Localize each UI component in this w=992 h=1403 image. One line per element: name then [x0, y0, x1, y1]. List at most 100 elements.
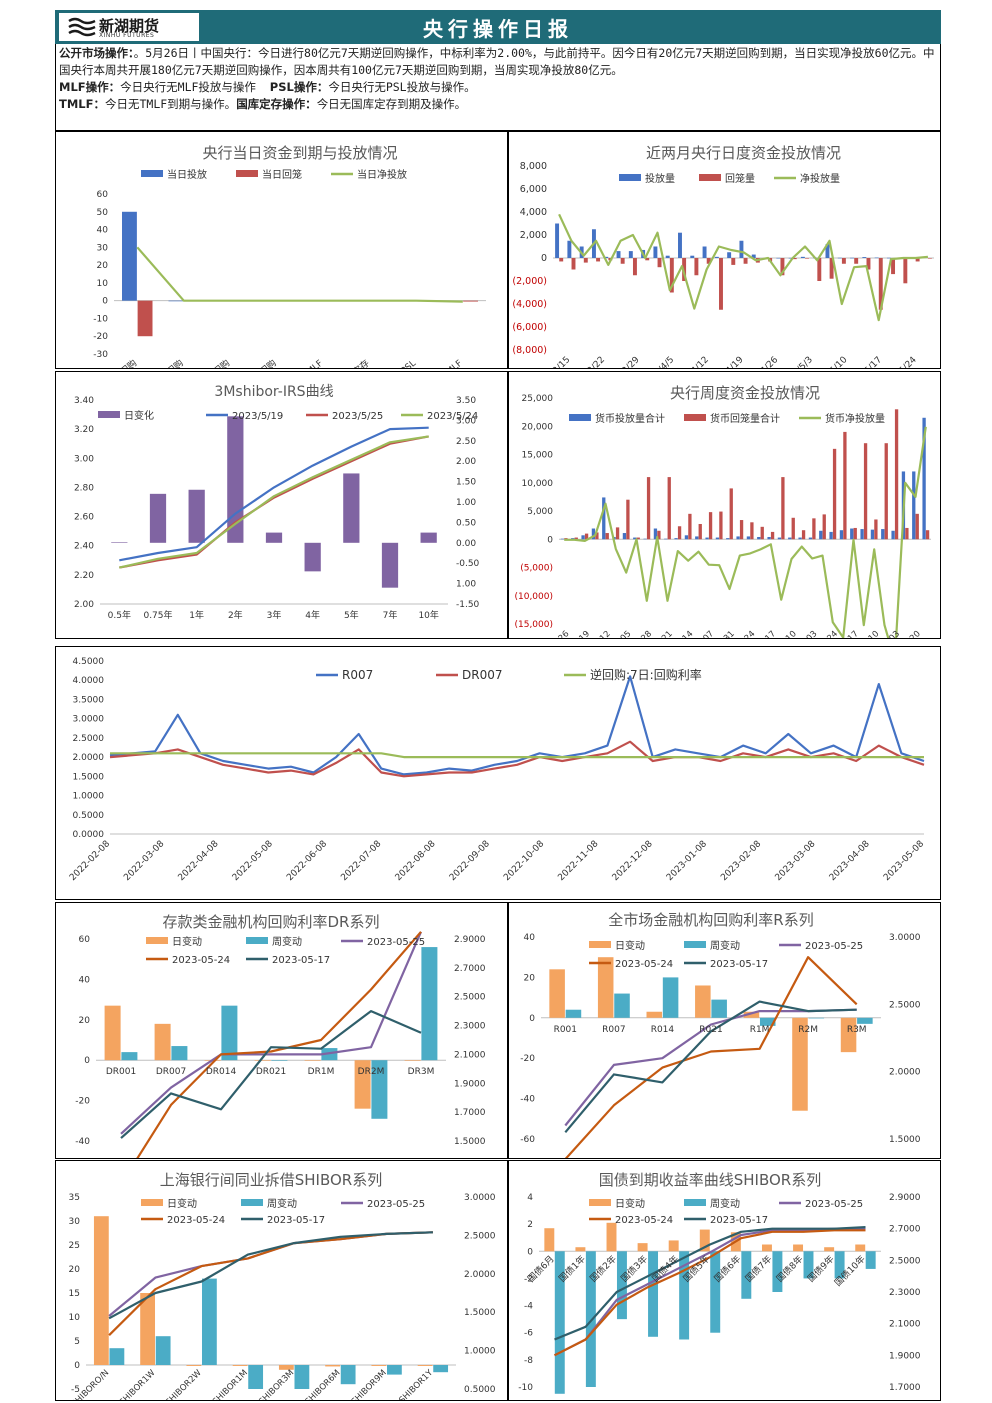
bar-series	[665, 255, 670, 258]
legend-label: 投放量	[645, 172, 675, 185]
x-tick-label: DR1M	[308, 1067, 335, 1077]
bar-series	[776, 257, 781, 259]
legend-label: 2023-05-25	[805, 941, 863, 952]
legend-label: 2023/5/25	[332, 411, 383, 422]
bar-series	[637, 1243, 648, 1252]
bar-series	[798, 537, 802, 540]
y-tick-label: 60	[79, 935, 91, 945]
bar-series	[188, 489, 205, 543]
bar-series	[585, 1251, 596, 1387]
y2-tick-label: 0.50	[456, 518, 476, 528]
bar-series	[855, 1244, 866, 1252]
y-tick-label: -10	[93, 314, 108, 324]
bar-series	[925, 530, 930, 540]
bar-series	[571, 538, 575, 540]
bar-series	[109, 1348, 125, 1365]
y2-tick-label: 2.3000	[889, 1288, 921, 1298]
bar-series	[793, 1244, 804, 1252]
x-tick-label: 5年	[344, 609, 359, 621]
y-tick-label: 0	[529, 1014, 535, 1024]
y-tick-label: 4.0000	[73, 676, 105, 686]
x-tick-label: DR007	[156, 1067, 186, 1077]
bar-series	[819, 530, 823, 540]
bar-series	[111, 542, 128, 543]
y-tick-label: 0.5000	[73, 811, 105, 821]
line-2023-5-19	[119, 426, 429, 562]
x-tick-label: 2023/5/3	[779, 355, 815, 368]
y2-tick-label: 3.50	[456, 396, 476, 406]
y-tick-label: 0	[84, 1056, 90, 1066]
y-tick-label: (8,000)	[512, 345, 547, 356]
mlf-text: 今日央行无MLF投放与操作	[120, 80, 256, 94]
bar-series	[710, 1251, 721, 1333]
bar-series	[168, 300, 184, 302]
legend-label: 货币回笼量合计	[710, 412, 780, 425]
bar-series	[221, 1005, 238, 1061]
bar-series	[121, 1052, 138, 1061]
y-tick-label: 3.20	[74, 425, 94, 435]
x-tick-label: R3M	[847, 1025, 867, 1035]
legend-label: 2023-05-24	[167, 1215, 225, 1226]
x-tick-label: 国库定存	[336, 357, 371, 368]
bar-series	[922, 417, 926, 540]
line-2023-05-17	[564, 1000, 857, 1134]
line-2023-05-17	[554, 1226, 866, 1341]
legend-swatch	[141, 170, 163, 177]
y-tick-label: 15	[69, 1289, 80, 1299]
y2-tick-label: 2.3000	[454, 1022, 486, 1032]
x-tick-label: TMLF	[440, 359, 465, 368]
legend-swatch	[569, 414, 591, 421]
bar-series	[801, 530, 806, 540]
x-tick-label: 2022-08-08	[394, 839, 438, 883]
bar-series	[574, 537, 578, 540]
legend-label: 当日投放	[167, 168, 207, 181]
bar-series	[615, 527, 620, 540]
bar-series	[354, 1060, 371, 1109]
legend-swatch	[589, 941, 611, 948]
bar-series	[657, 530, 661, 540]
y-tick-label: 5,000	[527, 507, 553, 517]
bar-series	[706, 258, 711, 264]
chart-title: 国债到期收益率曲线SHIBOR系列	[599, 1171, 821, 1189]
y-tick-label: -40	[75, 1137, 90, 1147]
y2-tick-label: -0.50	[456, 559, 480, 569]
bar-series	[386, 1365, 402, 1375]
bar-series	[822, 514, 826, 540]
y-tick-label: 2	[527, 1220, 533, 1230]
bar-series	[149, 493, 167, 543]
x-tick-label: 7年	[383, 609, 398, 621]
y2-tick-label: 2.5000	[454, 993, 486, 1003]
x-tick-label: 2022-10-08	[502, 839, 546, 883]
y-tick-label: 2.5000	[73, 734, 105, 744]
tmlf-text: 今日无TMLF到期与操作。	[104, 97, 237, 111]
y2-tick-label: 3.0000	[889, 933, 921, 943]
y2-tick-label: 2.9000	[454, 935, 486, 945]
bar-series	[669, 258, 674, 293]
bar-series	[699, 1229, 710, 1252]
line-2023-05-24	[564, 956, 858, 1158]
bar-series	[698, 523, 702, 540]
bar-series	[874, 257, 879, 259]
chart-two-month: 近两月央行日度资金投放情况 8,000 6,000 4,000 2,000 0 (2,000…	[512, 144, 934, 368]
bar-series	[633, 537, 637, 540]
x-tick-label: SHIBOR2W	[164, 1368, 204, 1400]
bar-series	[912, 471, 916, 540]
legend-swatch	[236, 170, 258, 177]
bar-series	[137, 300, 153, 337]
y2-tick-label: 1.00	[456, 580, 476, 590]
x-tick-label: R007	[602, 1025, 625, 1035]
y-tick-label: 10	[97, 279, 109, 289]
y2-tick-label: 2.0000	[464, 1270, 496, 1280]
y2-tick-label: 2.5000	[464, 1231, 496, 1241]
legend-label: 2023-05-17	[710, 1215, 768, 1226]
y-tick-label: 2.80	[74, 483, 94, 493]
bar-series	[780, 258, 785, 276]
bar-series	[750, 522, 754, 540]
bar-series	[581, 535, 585, 540]
line-series	[136, 246, 463, 303]
legend-label: 2023-05-17	[710, 959, 768, 970]
bar-series	[808, 1017, 825, 1019]
bar-series	[739, 520, 744, 540]
y2-tick-label: -1.50	[456, 600, 480, 610]
bar-series	[759, 1017, 776, 1026]
